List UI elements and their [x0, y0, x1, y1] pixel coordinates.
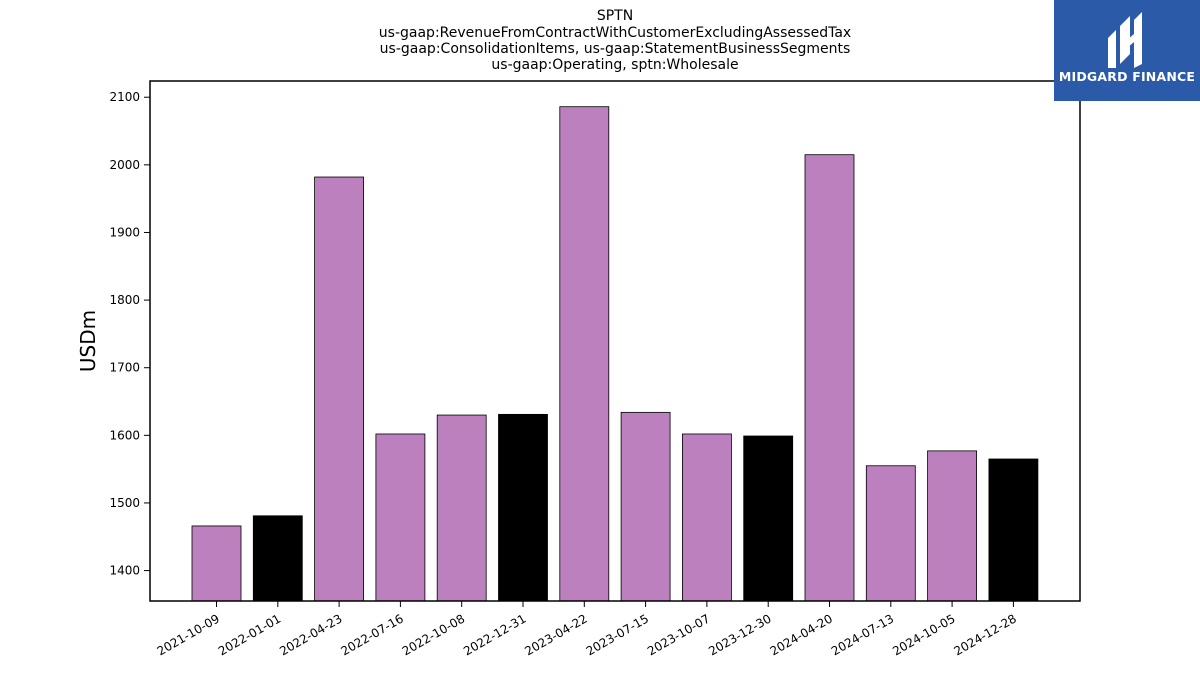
midgard-finance-logo: MIDGARD FINANCE: [1054, 0, 1200, 101]
y-tick-label: 2100: [109, 90, 140, 104]
y-tick-label: 2000: [109, 158, 140, 172]
bar-2023-04-22: [559, 106, 610, 602]
midgard-logo-icon: [1108, 12, 1142, 68]
bar-2023-07-15: [620, 411, 671, 602]
bar-2024-07-13: [865, 465, 916, 602]
x-tick-label: 2022-10-08: [400, 611, 467, 658]
bar-2024-12-28: [988, 458, 1039, 602]
y-axis-label: USDm: [76, 310, 100, 372]
x-tick-label: 2024-04-20: [768, 611, 835, 658]
x-tick-label: 2023-12-30: [706, 611, 773, 658]
x-tick-label: 2023-07-15: [584, 611, 651, 658]
bar-2021-10-09: [191, 525, 242, 602]
bar-2022-07-16: [375, 433, 426, 602]
x-tick-label: 2022-07-16: [338, 611, 405, 658]
y-tick-label: 1700: [109, 361, 140, 375]
chart-title-line-4: us-gaap:Operating, sptn:Wholesale: [491, 57, 738, 73]
x-tick-label: 2022-04-23: [277, 611, 344, 658]
x-tick-label: 2024-12-28: [951, 611, 1018, 658]
y-tick-label: 1400: [109, 564, 140, 578]
y-tick-label: 1900: [109, 225, 140, 239]
x-tick-label: 2024-10-05: [890, 611, 957, 658]
x-tick-label: 2024-07-13: [829, 611, 896, 658]
y-tick-label: 1500: [109, 496, 140, 510]
y-tick-label: 1800: [109, 293, 140, 307]
x-tick-label: 2023-04-22: [522, 611, 589, 658]
bar-2024-10-05: [927, 450, 977, 602]
chart-title: SPTN us-gaap:RevenueFromContractWithCust…: [379, 8, 851, 73]
bar-series: [191, 106, 1039, 602]
x-tick-label: 2023-10-07: [645, 611, 712, 658]
bar-2022-12-31: [498, 413, 548, 602]
y-axis: 1400 1500 1600 1700 1800 1900 2000 2100: [109, 90, 150, 578]
plot-frame: [149, 80, 1081, 602]
chart-title-line-2: us-gaap:RevenueFromContractWithCustomerE…: [379, 25, 851, 41]
bar-2024-04-20: [804, 154, 855, 602]
chart-title-line-1: SPTN: [597, 8, 633, 24]
bar-2023-10-07: [682, 433, 732, 602]
bar-2022-01-01: [252, 515, 303, 602]
bar-2022-04-23: [314, 176, 365, 602]
bar-2022-10-08: [436, 414, 487, 602]
x-tick-label: 2022-12-31: [461, 611, 528, 658]
logo-text: MIDGARD FINANCE: [1058, 69, 1196, 84]
chart-title-line-3: us-gaap:ConsolidationItems, us-gaap:Stat…: [380, 41, 851, 57]
x-axis: 2021-10-092022-01-012022-04-232022-07-16…: [155, 601, 1019, 658]
bar-2023-12-30: [743, 435, 794, 602]
x-tick-label: 2021-10-09: [155, 611, 222, 658]
y-tick-label: 1600: [109, 428, 140, 442]
x-tick-label: 2022-01-01: [216, 611, 283, 658]
